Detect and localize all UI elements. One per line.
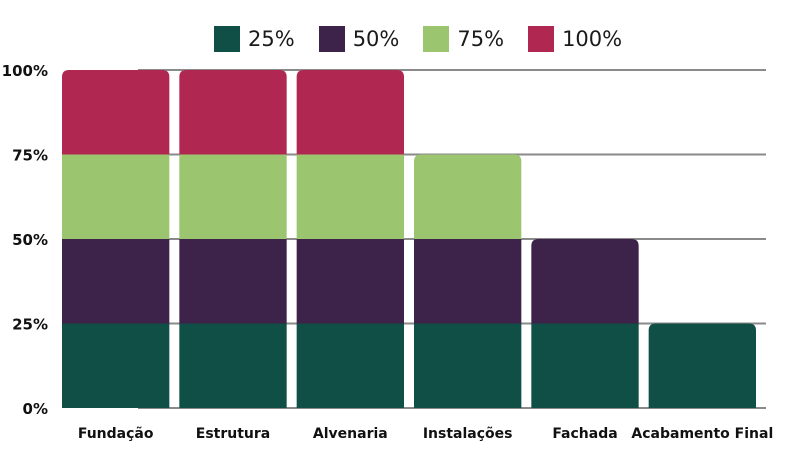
legend-item-100: 100% bbox=[528, 26, 622, 52]
bar-segment bbox=[414, 239, 522, 324]
legend-label-50: 50% bbox=[352, 27, 400, 51]
legend-swatch-50 bbox=[318, 26, 345, 52]
legend-swatch-25 bbox=[214, 26, 240, 52]
bar-segment bbox=[179, 239, 287, 324]
bar-segment bbox=[296, 323, 404, 408]
bar-segment bbox=[414, 154, 522, 239]
bar-segment bbox=[296, 154, 404, 239]
bar-segment bbox=[62, 323, 170, 408]
y-tick-label: 50% bbox=[12, 231, 48, 249]
y-tick-label: 25% bbox=[12, 316, 48, 334]
x-tick-label: Instalações bbox=[423, 426, 513, 442]
bar-segment bbox=[296, 239, 404, 324]
bar-segment bbox=[648, 323, 756, 408]
bar-segment bbox=[414, 323, 522, 408]
legend-swatch-75 bbox=[423, 26, 450, 52]
bar-segment bbox=[179, 154, 287, 239]
bar-segment bbox=[296, 70, 404, 155]
legend-label-25: 25% bbox=[248, 27, 295, 51]
legend-label-100: 100% bbox=[562, 27, 623, 51]
bar-segment bbox=[179, 323, 287, 408]
x-tick-label: Alvenaria bbox=[313, 426, 388, 442]
legend-item-75: 75% bbox=[423, 26, 504, 52]
x-tick-label: Acabamento Final bbox=[631, 426, 773, 442]
chart-legend: 25% 50% 75% 100% bbox=[214, 26, 646, 52]
x-tick-label: Fachada bbox=[552, 426, 617, 442]
bar-segment bbox=[62, 70, 170, 155]
bar-segment bbox=[531, 323, 639, 408]
legend-label-75: 75% bbox=[457, 27, 505, 51]
y-tick-label: 100% bbox=[2, 62, 48, 80]
legend-item-25: 25% bbox=[214, 26, 295, 52]
bar-segment bbox=[179, 70, 287, 155]
legend-item-50: 50% bbox=[318, 26, 400, 52]
bar-segment bbox=[62, 154, 170, 239]
y-tick-label: 0% bbox=[23, 400, 48, 418]
x-tick-label: Estrutura bbox=[196, 426, 270, 442]
x-tick-label: Fundação bbox=[78, 426, 154, 442]
y-tick-label: 75% bbox=[12, 147, 48, 165]
bar-segment bbox=[531, 239, 639, 324]
legend-swatch-100 bbox=[528, 26, 555, 52]
bar-segment bbox=[62, 239, 170, 324]
